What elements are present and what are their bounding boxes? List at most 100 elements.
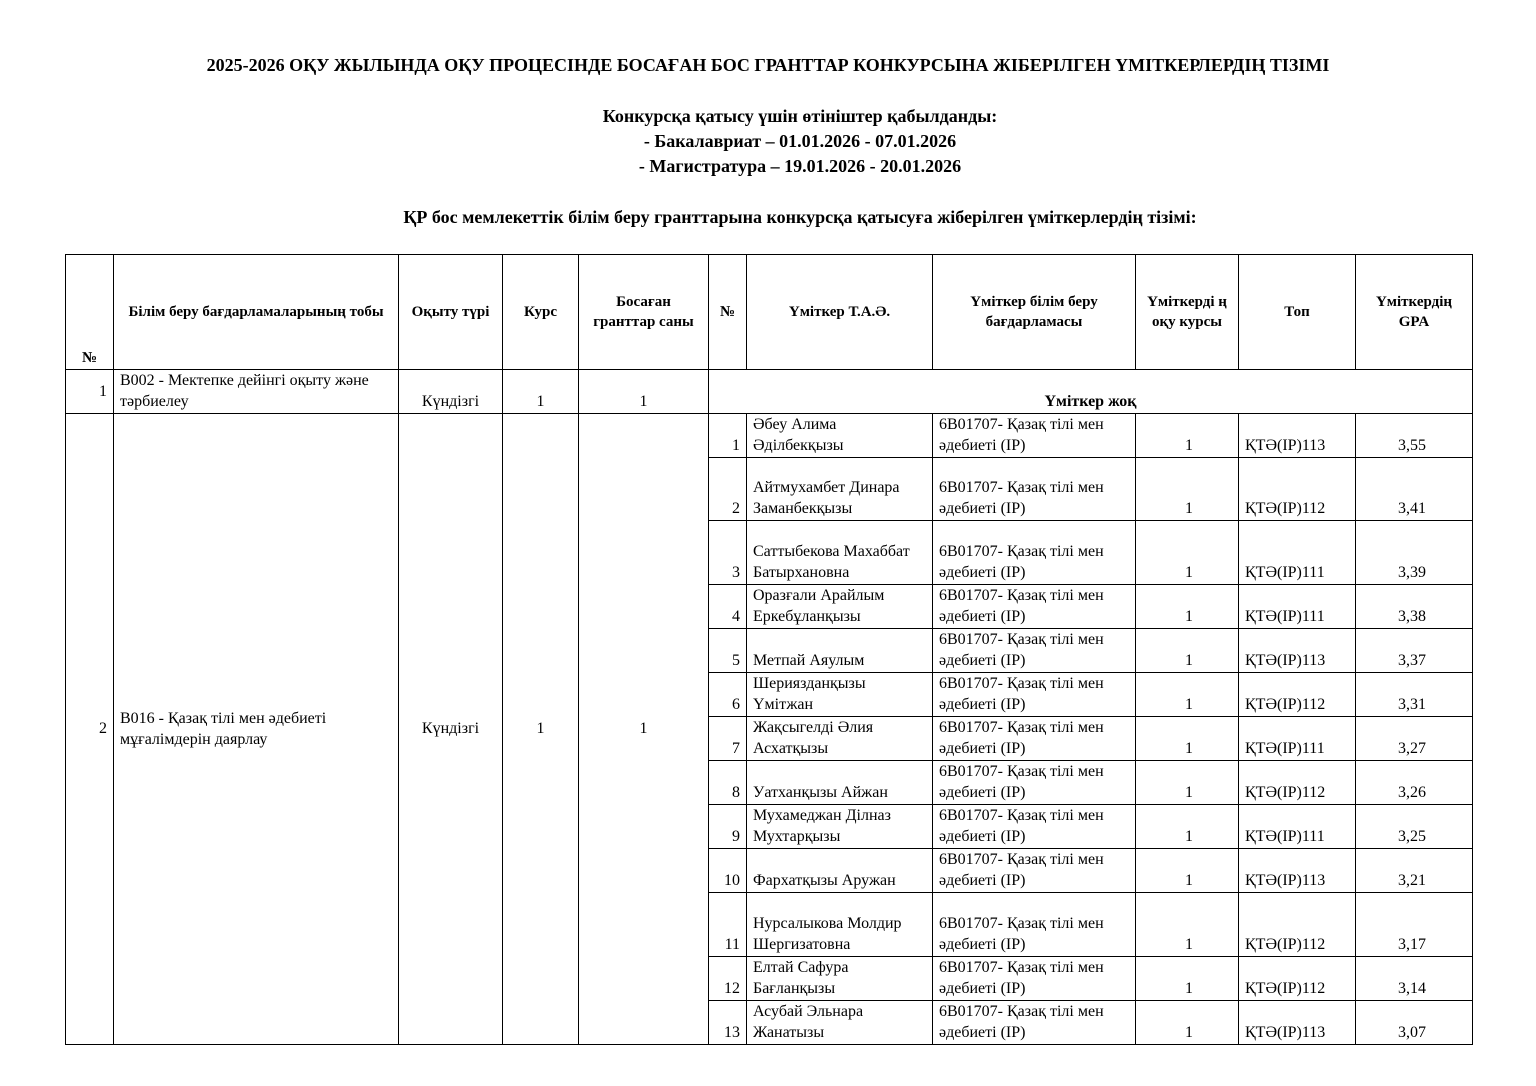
candidate-no: 6 [708,672,747,717]
candidate-program: 6В01707- Қазақ тілі мен әдебиеті (ІР) [932,413,1136,458]
candidate-no: 2 [708,457,747,521]
candidate-no: 12 [708,956,747,1001]
date-line: - Магистратура – 19.01.2026 - 20.01.2026 [638,156,962,176]
candidate-row: 11 Нурсалыкова Молдир Шергизатовна 6В01707… [66,892,1473,957]
candidate-group: ҚТӘ(ІР)112 [1238,892,1356,957]
candidate-program: 6В01707- Қазақ тілі мен әдебиеті (ІР) [932,848,1136,893]
candidate-no: 10 [708,848,747,893]
candidate-row: 2 Айтмухамбет Динара Заманбекқызы 6В01707-… [66,457,1473,521]
no-candidates-note: Үміткер жоқ [708,369,1473,414]
candidate-course: 1 [1135,760,1239,805]
candidate-row: 7 Жақсыгелді Әлия Асхатқызы 6В01707- Қазақ… [66,716,1473,761]
candidate-name: Оразғали Арайлым Еркебұланқызы [746,584,933,629]
candidate-name: Елтай Сафура Бағланқызы [746,956,933,1001]
group-row: 1 В002 - Мектепке дейінгі оқыту және тәрб… [65,369,1473,414]
subtitle: ҚР бос мемлекеттік білім беру гранттарын… [403,207,1197,227]
column-header: Үміткерді ң оқу курсы [1135,254,1239,370]
candidate-gpa: 3,55 [1355,413,1473,458]
candidate-program: 6В01707- Қазақ тілі мен әдебиеті (ІР) [932,716,1136,761]
candidate-course: 1 [1135,628,1239,673]
cell-no: 2 [65,413,114,1045]
column-header: № [708,254,747,370]
candidate-program: 6В01707- Қазақ тілі мен әдебиеті (ІР) [932,956,1136,1001]
cell-grants: 1 [578,413,709,1045]
candidate-gpa: 3,17 [1355,892,1473,957]
candidate-group: ҚТӘ(ІР)112 [1238,672,1356,717]
candidate-name: Әбеу Алима Әділбекқызы [746,413,933,458]
candidate-row: 8 Уатханқызы Айжан 6В01707- Қазақ тілі мен… [66,760,1473,805]
candidate-row: 13 Асубай Эльнара Жанатызы 6В01707- Қазақ … [66,1000,1473,1045]
candidate-program: 6В01707- Қазақ тілі мен әдебиеті (ІР) [932,1000,1136,1045]
candidate-name: Асубай Эльнара Жанатызы [746,1000,933,1045]
candidate-program: 6В01707- Қазақ тілі мен әдебиеті (ІР) [932,457,1136,521]
candidate-group: ҚТӘ(ІР)112 [1238,956,1356,1001]
candidate-no: 7 [708,716,747,761]
candidate-group: ҚТӘ(ІР)111 [1238,804,1356,849]
candidate-group: ҚТӘ(ІР)111 [1238,584,1356,629]
cell-no: 1 [65,369,114,414]
candidate-gpa: 3,41 [1355,457,1473,521]
candidate-group: ҚТӘ(ІР)113 [1238,413,1356,458]
column-header: № [65,254,114,370]
candidate-group: ҚТӘ(ІР)113 [1238,1000,1356,1045]
candidates-table: № Білім беру бағдарламаларының тобы Оқыту … [65,254,1473,1045]
candidate-program: 6В01707- Қазақ тілі мен әдебиеті (ІР) [932,672,1136,717]
candidate-row: 12 Елтай Сафура Бағланқызы 6В01707- Қазақ … [66,956,1473,1001]
candidate-course: 1 [1135,892,1239,957]
candidate-no: 11 [708,892,747,957]
candidate-no: 5 [708,628,747,673]
candidate-gpa: 3,37 [1355,628,1473,673]
cell-form: Күндізгі [398,413,503,1045]
candidate-course: 1 [1135,804,1239,849]
column-header: Білім беру бағдарламаларының тобы [113,254,399,370]
candidate-gpa: 3,31 [1355,672,1473,717]
candidate-gpa: 3,26 [1355,760,1473,805]
header-row: № Білім беру бағдарламаларының тобы Оқыту … [65,254,1473,370]
candidate-gpa: 3,38 [1355,584,1473,629]
cell-grants: 1 [578,369,709,414]
candidate-name: Фархатқызы Аружан [746,848,933,893]
candidate-row: 5 Метпай Аяулым 6В01707- Қазақ тілі мен әд… [66,628,1473,673]
candidate-name: Саттыбекова Махаббат Батырхановна [746,520,933,585]
candidate-group: ҚТӘ(ІР)113 [1238,628,1356,673]
column-header: Топ [1238,254,1356,370]
candidate-course: 1 [1135,848,1239,893]
table-body: 1 В002 - Мектепке дейінгі оқыту және тәрб… [65,369,1473,1045]
cell-course: 1 [502,369,579,414]
candidate-row: 6 Шериязданқызы Үмітжан 6В01707- Қазақ тіл… [66,672,1473,717]
candidate-row: 4 Оразғали Арайлым Еркебұланқызы 6В01707- … [66,584,1473,629]
candidate-gpa: 3,07 [1355,1000,1473,1045]
dates-block: Конкурсқа қатысу үшін өтініштер қабылдан… [32,104,1536,179]
candidate-name: Нурсалыкова Молдир Шергизатовна [746,892,933,957]
column-header: Үміткер білім беру бағдарламасы [932,254,1136,370]
date-line: Конкурсқа қатысу үшін өтініштер қабылдан… [602,106,998,126]
candidate-course: 1 [1135,413,1239,458]
candidate-name: Айтмухамбет Динара Заманбекқызы [746,457,933,521]
cell-program: В016 - Қазақ тілі мен әдебиеті мұғалімде… [113,413,399,1045]
candidate-program: 6В01707- Қазақ тілі мен әдебиеті (ІР) [932,892,1136,957]
candidate-name: Шериязданқызы Үмітжан [746,672,933,717]
candidate-gpa: 3,27 [1355,716,1473,761]
candidate-gpa: 3,25 [1355,804,1473,849]
title: 2025-2026 ОҚУ ЖЫЛЫНДА ОҚУ ПРОЦЕСІНДЕ БОС… [206,55,1330,75]
candidate-group: ҚТӘ(ІР)111 [1238,716,1356,761]
column-header: Курс [502,254,579,370]
column-header: Үміткер Т.А.Ә. [746,254,933,370]
candidate-no: 1 [708,413,747,458]
candidate-group: ҚТӘ(ІР)111 [1238,520,1356,585]
column-header: Үміткердің GPA [1355,254,1473,370]
candidate-name: Уатханқызы Айжан [746,760,933,805]
candidate-course: 1 [1135,672,1239,717]
column-header: Оқыту түрі [398,254,503,370]
candidate-program: 6В01707- Қазақ тілі мен әдебиеті (ІР) [932,804,1136,849]
candidate-gpa: 3,39 [1355,520,1473,585]
candidate-no: 4 [708,584,747,629]
candidate-no: 3 [708,520,747,585]
candidate-program: 6В01707- Қазақ тілі мен әдебиеті (ІР) [932,628,1136,673]
candidate-program: 6В01707- Қазақ тілі мен әдебиеті (ІР) [932,760,1136,805]
candidate-no: 8 [708,760,747,805]
candidate-gpa: 3,14 [1355,956,1473,1001]
candidate-course: 1 [1135,457,1239,521]
